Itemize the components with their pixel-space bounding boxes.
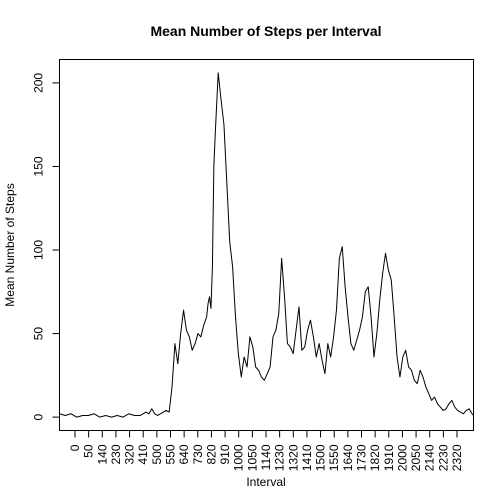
x-tick-label: 640 — [177, 444, 191, 464]
x-tick-label: 410 — [136, 444, 150, 464]
x-tick-label: 320 — [123, 444, 137, 464]
x-tick-label: 2230 — [436, 444, 450, 471]
y-axis-label: Mean Number of Steps — [3, 183, 17, 306]
y-tick-label: 200 — [32, 73, 46, 93]
y-tick-label: 100 — [32, 240, 46, 260]
x-tick-label: 1230 — [273, 444, 287, 471]
x-tick-label: 2320 — [450, 444, 464, 471]
x-tick-label: 2000 — [395, 444, 409, 471]
x-tick-label: 550 — [164, 444, 178, 464]
x-tick-label: 1730 — [355, 444, 369, 471]
x-tick-label: 1410 — [300, 444, 314, 471]
x-tick-label: 1640 — [341, 444, 355, 471]
x-tick-label: 1050 — [245, 444, 259, 471]
x-tick-label: 1320 — [286, 444, 300, 471]
x-tick-label: 1500 — [314, 444, 328, 471]
x-tick-label: 820 — [204, 444, 218, 464]
y-axis: 0 50 100 150 200 — [32, 73, 60, 420]
x-axis-label: Interval — [246, 475, 285, 489]
x-tick-label: 1140 — [259, 444, 273, 470]
x-tick-label: 230 — [109, 444, 123, 464]
y-tick-label: 50 — [32, 327, 46, 341]
x-axis: 0 50 140 230 320 410 500 550 640 730 820 910 1000 105… — [68, 430, 464, 471]
x-tick-label: 2050 — [409, 444, 423, 471]
y-tick-label: 150 — [32, 156, 46, 176]
x-tick-label: 1820 — [368, 444, 382, 471]
x-tick-label: 1550 — [327, 444, 341, 471]
x-tick-label: 50 — [82, 444, 96, 458]
y-tick-label: 0 — [32, 413, 46, 420]
x-tick-label: 0 — [68, 444, 82, 451]
x-tick-label: 910 — [218, 444, 232, 464]
chart-title: Mean Number of Steps per Interval — [150, 23, 381, 39]
x-tick-label: 730 — [191, 444, 205, 464]
x-tick-label: 500 — [150, 444, 164, 464]
x-tick-label: 1000 — [232, 444, 246, 471]
x-tick-label: 140 — [95, 444, 109, 464]
x-tick-label: 2140 — [423, 444, 437, 471]
series-line — [59, 72, 474, 418]
x-tick-label: 1910 — [382, 444, 396, 471]
